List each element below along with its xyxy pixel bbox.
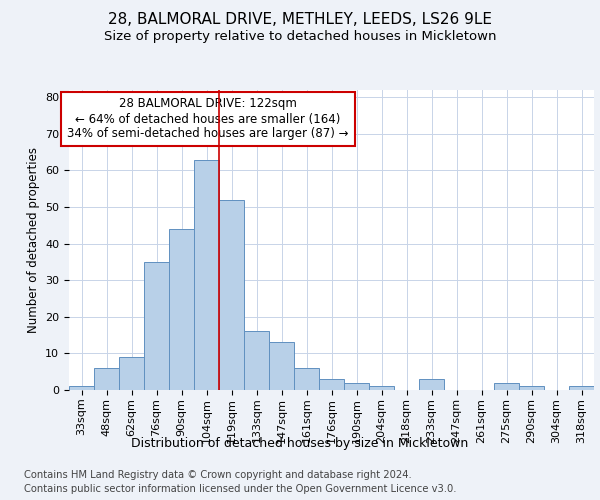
Text: Distribution of detached houses by size in Mickletown: Distribution of detached houses by size … — [131, 438, 469, 450]
Bar — [319, 379, 344, 390]
Bar — [344, 382, 369, 390]
Text: 28 BALMORAL DRIVE: 122sqm
← 64% of detached houses are smaller (164)
34% of semi: 28 BALMORAL DRIVE: 122sqm ← 64% of detac… — [67, 98, 349, 140]
Bar — [244, 332, 269, 390]
Bar — [569, 386, 594, 390]
Bar — [69, 386, 94, 390]
Bar — [519, 386, 544, 390]
Bar — [369, 386, 394, 390]
Text: 28, BALMORAL DRIVE, METHLEY, LEEDS, LS26 9LE: 28, BALMORAL DRIVE, METHLEY, LEEDS, LS26… — [108, 12, 492, 28]
Bar — [169, 229, 194, 390]
Text: Size of property relative to detached houses in Mickletown: Size of property relative to detached ho… — [104, 30, 496, 43]
Bar — [494, 382, 519, 390]
Text: Contains HM Land Registry data © Crown copyright and database right 2024.: Contains HM Land Registry data © Crown c… — [24, 470, 412, 480]
Bar — [194, 160, 219, 390]
Bar — [269, 342, 294, 390]
Bar — [94, 368, 119, 390]
Bar — [219, 200, 244, 390]
Bar — [294, 368, 319, 390]
Text: Contains public sector information licensed under the Open Government Licence v3: Contains public sector information licen… — [24, 484, 457, 494]
Y-axis label: Number of detached properties: Number of detached properties — [26, 147, 40, 333]
Bar — [144, 262, 169, 390]
Bar — [419, 379, 444, 390]
Bar — [119, 357, 144, 390]
